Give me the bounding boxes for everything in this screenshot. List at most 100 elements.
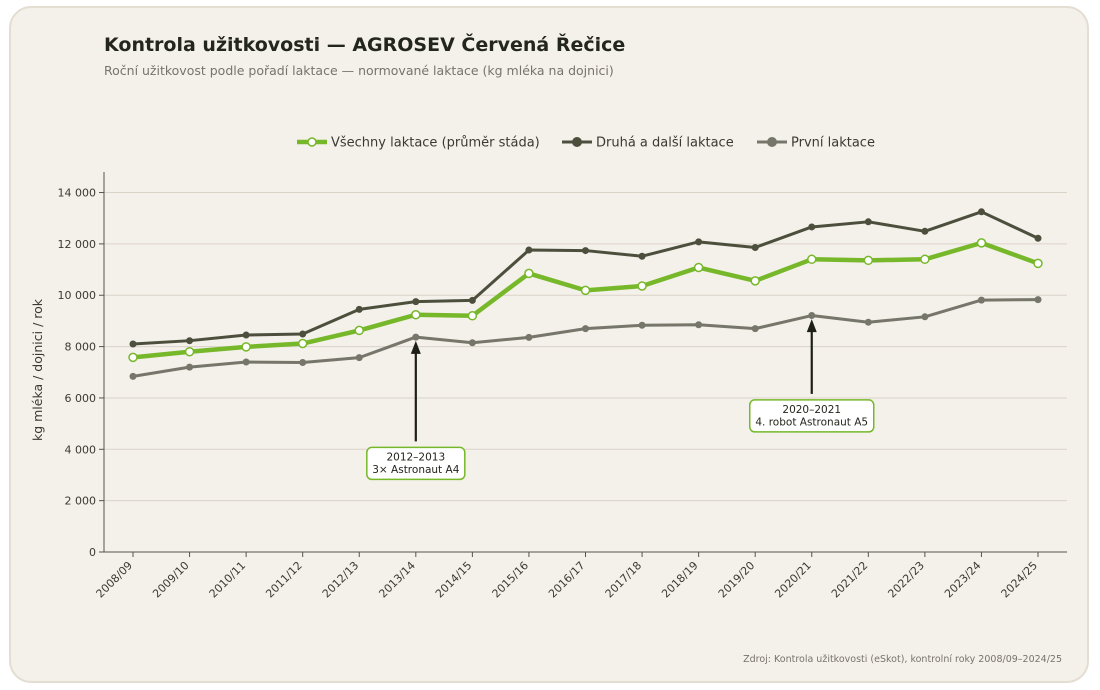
data-point — [977, 296, 985, 304]
x-tick-label: 2018/19 — [659, 559, 701, 601]
data-point — [525, 246, 533, 254]
data-point — [693, 262, 704, 273]
data-point — [354, 325, 364, 336]
data-point — [186, 363, 194, 371]
annotation-text: 3× Astronaut A4 — [372, 464, 459, 476]
data-point — [241, 342, 251, 352]
data-point — [129, 372, 137, 380]
annotation-box — [749, 399, 875, 433]
data-point — [129, 340, 137, 348]
y-tick-label: 12 000 — [58, 238, 97, 251]
legend-swatch-marker — [307, 137, 317, 147]
data-point — [976, 238, 987, 248]
data-point — [411, 310, 421, 320]
x-tick-label: 2023/24 — [942, 559, 984, 601]
x-tick-label: 2019/20 — [716, 559, 758, 601]
data-point — [1033, 258, 1043, 269]
data-point — [977, 208, 985, 216]
data-point — [808, 312, 816, 320]
data-point — [638, 252, 646, 260]
annotation-text: 4. robot Astronaut A5 — [755, 416, 868, 428]
data-point — [412, 298, 420, 306]
x-tick-label: 2011/12 — [263, 559, 305, 601]
annotation-text: 2012–2013 — [386, 451, 445, 463]
data-point — [355, 305, 363, 313]
data-point — [1034, 296, 1042, 304]
y-tick-label: 0 — [89, 546, 96, 559]
y-tick-label: 14 000 — [58, 187, 97, 200]
annotation-arrow-head — [806, 319, 817, 333]
series-line-2 — [132, 298, 1039, 378]
data-point — [582, 325, 589, 333]
data-point — [128, 352, 138, 363]
x-tick-label: 2015/16 — [490, 559, 532, 601]
y-tick-label: 8 000 — [65, 341, 97, 354]
data-point — [864, 318, 872, 326]
data-point — [751, 325, 759, 333]
data-point — [695, 321, 703, 329]
chart-title: Kontrola užitkovosti — AGROSEV Červená Ř… — [104, 34, 626, 56]
y-axis-title: kg mléka / dojnici / rok — [30, 298, 45, 441]
data-point — [468, 339, 476, 347]
x-tick-label: 2008/09 — [94, 559, 136, 601]
x-tick-label: 2013/14 — [376, 559, 418, 601]
data-point — [695, 238, 703, 246]
x-tick-label: 2024/25 — [999, 559, 1041, 601]
data-point — [355, 354, 363, 362]
data-point — [638, 321, 646, 329]
axes: 0 2 000 4 000 6 000 8 000 10 000 12 000 14 000 2… — [30, 172, 1067, 600]
chart-subtitle: Roční užitkovost podle pořadí laktace — … — [104, 63, 614, 78]
chart-card — [9, 6, 1089, 683]
data-point — [412, 333, 420, 341]
data-point — [864, 218, 872, 226]
x-tick-label: 2012/13 — [320, 559, 362, 601]
data-point — [808, 223, 816, 231]
data-point — [242, 331, 250, 339]
series-lines — [128, 208, 1043, 380]
data-point — [863, 255, 874, 266]
source-note: Zdroj: Kontrola užitkovosti (eSkot), kon… — [743, 654, 1062, 665]
series-line-0 — [132, 240, 1039, 360]
x-tick-label: 2021/22 — [829, 559, 871, 601]
annotation-text: 2020–2021 — [782, 404, 841, 416]
y-tick-label: 4 000 — [65, 443, 97, 456]
data-point — [525, 333, 533, 341]
series-line-1 — [132, 210, 1039, 346]
data-point — [299, 330, 307, 338]
data-point — [751, 243, 759, 251]
x-tick-label: 2016/17 — [546, 559, 588, 601]
data-point — [468, 296, 476, 304]
data-point — [299, 359, 307, 367]
y-tick-label: 2 000 — [65, 495, 97, 508]
y-tick-label: 10 000 — [58, 289, 97, 302]
legend-swatch-marker — [767, 137, 777, 147]
data-point — [637, 281, 647, 291]
data-point — [580, 285, 591, 296]
annotation-box — [366, 446, 466, 481]
x-tick-label: 2022/23 — [885, 559, 927, 601]
legend-label: První laktace — [791, 136, 875, 151]
data-point — [582, 247, 589, 255]
y-tick-label: 6 000 — [65, 392, 97, 405]
data-point — [297, 338, 308, 349]
legend-label: Všechny laktace (průměr stáda) — [331, 136, 540, 151]
legend-swatch-marker — [572, 137, 582, 147]
x-tick-label: 2010/11 — [207, 559, 249, 601]
data-point — [750, 276, 760, 286]
legend-label: Druhá a další laktace — [596, 136, 734, 151]
data-point — [921, 313, 929, 321]
data-point — [921, 227, 929, 235]
legend: Všechny laktace (průměr stáda) Druhá a da… — [297, 136, 875, 151]
x-tick-label: 2017/18 — [603, 559, 645, 601]
data-point — [184, 346, 195, 357]
data-point — [242, 358, 250, 366]
data-point — [920, 254, 930, 265]
data-point — [1034, 234, 1042, 242]
data-point — [467, 311, 478, 321]
data-point — [186, 337, 194, 345]
x-tick-label: 2020/21 — [772, 559, 814, 601]
x-tick-label: 2009/10 — [150, 559, 192, 601]
x-tick-label: 2014/15 — [433, 559, 475, 601]
